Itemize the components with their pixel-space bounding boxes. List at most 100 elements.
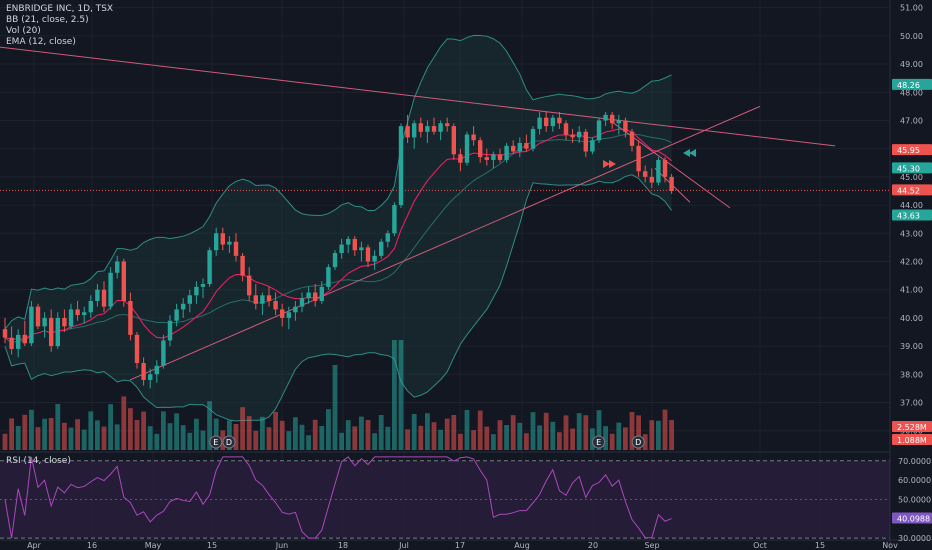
volume-bar [477, 410, 483, 450]
price-tick-label: 39.00 [900, 342, 923, 351]
bb-legend[interactable]: BB (21, close, 2.5) [6, 15, 89, 25]
candle-body [29, 306, 34, 344]
candle-body [339, 244, 344, 254]
candle-body [656, 159, 661, 183]
price-tick-label: 37.00 [900, 399, 923, 408]
candle-body [590, 140, 595, 152]
time-tick-label: Oct [753, 541, 767, 550]
candle-body [385, 233, 390, 242]
candle-body [392, 205, 397, 234]
time-tick-label: Jun [275, 541, 289, 550]
volume-bar [101, 426, 107, 450]
candle-body [148, 374, 153, 380]
candle-body [62, 317, 67, 327]
candle-body [412, 123, 417, 138]
volume-bar [431, 422, 437, 450]
volume-bar [260, 416, 265, 450]
candle-body [425, 126, 430, 132]
rsi-tick-label: 60.0000 [898, 476, 931, 485]
candle-body [491, 154, 496, 160]
volume-bar [246, 416, 252, 450]
candle-body [121, 261, 126, 301]
candle-body [75, 309, 80, 316]
symbol-title[interactable]: ENBRIDGE INC, 1D, TSX [6, 4, 114, 14]
price-tick-label: 49.00 [900, 60, 923, 69]
volume-bar [154, 433, 160, 450]
price-tick-label: 50.00 [900, 32, 923, 41]
candle-body [42, 317, 47, 327]
volume-bar [557, 432, 562, 450]
candle-body [438, 123, 443, 132]
candle-body [372, 255, 377, 262]
candle-body [247, 275, 252, 296]
event-marker-label: D [635, 438, 641, 447]
volume-bar [141, 411, 146, 450]
candlesticks [2, 112, 674, 389]
volume-bar [81, 429, 87, 450]
rsi-tick-label: 70.0000 [898, 457, 931, 466]
time-tick-label: May [145, 541, 162, 550]
volume-bar [649, 420, 655, 450]
candle-body [359, 247, 364, 251]
candle-body [616, 120, 621, 124]
vol-legend[interactable]: Vol (20) [6, 26, 41, 36]
volume-bar [42, 418, 47, 450]
candle-body [332, 253, 338, 268]
candle-body [227, 241, 232, 245]
candle-body [233, 241, 239, 256]
candle-body [445, 123, 450, 127]
indicator-legend: ENBRIDGE INC, 1D, TSX BB (21, close, 2.5… [6, 4, 113, 48]
candle-body [240, 255, 245, 276]
volume-bar [194, 418, 199, 450]
rsi-tick-label: 30.0000 [898, 534, 931, 543]
time-tick-label: 17 [455, 541, 465, 550]
candle-body [253, 295, 258, 304]
volume-bar [200, 430, 206, 450]
volume-bar [504, 425, 509, 450]
candle-body [181, 303, 186, 310]
candle-body [220, 233, 225, 245]
buy-arrow-icon [683, 149, 690, 157]
volume-bar [273, 411, 278, 450]
candle-body [2, 329, 8, 338]
volume-bar [656, 420, 661, 450]
volume-bar [359, 416, 364, 450]
price-badge [892, 209, 932, 221]
price-tick-label: 43.00 [900, 229, 923, 238]
volume-bar [121, 396, 127, 450]
volume-bar [576, 413, 582, 450]
candle-body [306, 292, 311, 299]
volume-bar [517, 422, 523, 450]
time-tick-label: 15 [815, 541, 825, 550]
volume-bar [464, 410, 470, 450]
volume-bar [266, 427, 272, 450]
volume-bar [345, 420, 351, 450]
candle-body [16, 334, 21, 349]
candle-body [464, 134, 470, 163]
candle-body [82, 312, 87, 316]
time-tick-label: Jul [398, 541, 409, 550]
volume-bar [134, 420, 140, 450]
rsi-legend[interactable]: RSI (14, close) [6, 456, 71, 466]
volume-bar [438, 429, 443, 450]
volume-bar [596, 410, 602, 450]
price-badge [892, 421, 932, 432]
volume-bar [293, 417, 298, 450]
volume-bar [62, 422, 67, 450]
rsi-tick-label: 50.0000 [898, 495, 931, 504]
event-marker-label: E [596, 438, 601, 447]
candle-body [161, 340, 166, 366]
volume-bar [253, 430, 259, 450]
price-tick-label: 40.00 [900, 314, 923, 323]
price-badge-label: 40.0988 [897, 515, 930, 524]
price-tick-label: 41.00 [900, 286, 923, 295]
candle-body [557, 117, 562, 124]
candle-body [128, 300, 133, 335]
price-badge-label: 48.26 [897, 81, 920, 90]
time-tick-label: Aug [514, 541, 530, 550]
volume-bar [75, 419, 80, 450]
volume-bar [385, 426, 391, 450]
ema-legend[interactable]: EMA (12, close) [6, 37, 76, 47]
event-marker-label: E [213, 438, 218, 447]
